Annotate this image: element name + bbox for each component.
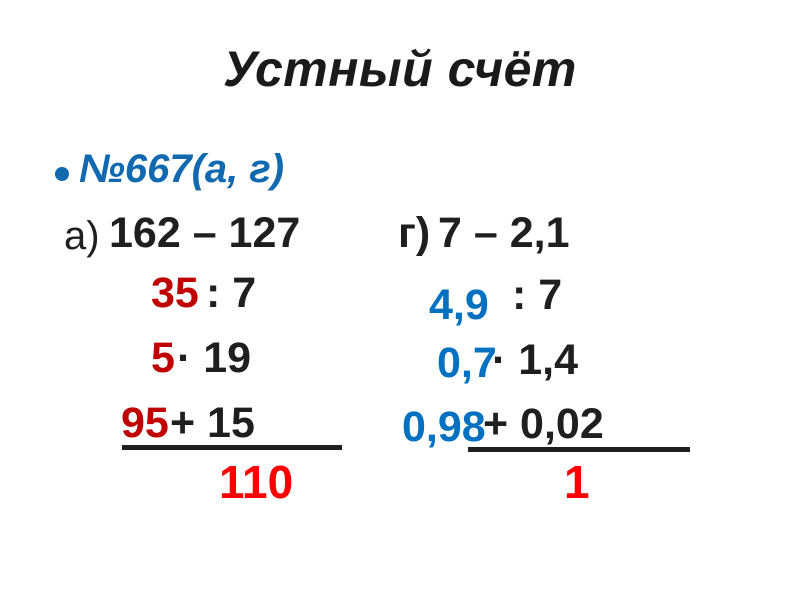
problem-a-step1-answer: 35 bbox=[151, 269, 199, 317]
problem-g-step1-answer: 4,9 bbox=[429, 281, 489, 329]
problem-g-step3-operation: + 0,02 bbox=[483, 400, 604, 448]
problem-g-step2-operation: · 1,4 bbox=[492, 336, 579, 384]
problem-a-step3-answer: 95 bbox=[121, 399, 169, 447]
problem-a-expression: 162 – 127 bbox=[109, 209, 301, 257]
problem-g-step3-answer: 0,98 bbox=[402, 403, 486, 451]
problem-a-step2-answer: 5 bbox=[151, 334, 175, 382]
problem-g-step2-answer: 0,7 bbox=[437, 339, 497, 387]
problem-g-sum-line bbox=[468, 447, 690, 452]
problem-g-expression: 7 – 2,1 bbox=[438, 209, 570, 257]
exercise-number-line: №667(а, г) bbox=[55, 146, 284, 192]
problem-a-step3-operation: + 15 bbox=[170, 399, 255, 447]
problem-a-label: а) bbox=[64, 214, 100, 258]
bullet-icon bbox=[55, 167, 69, 181]
exercise-number: №667(а, г) bbox=[79, 147, 285, 191]
problem-g-label: г) bbox=[398, 209, 431, 257]
problem-a-step1-operation: : 7 bbox=[206, 269, 257, 317]
slide-title: Устный счёт bbox=[223, 41, 577, 97]
problem-a-step2-operation: · 19 bbox=[177, 334, 252, 382]
problem-g-step1-operation: : 7 bbox=[512, 271, 563, 319]
problem-a-sum-line bbox=[122, 445, 342, 450]
problem-g-result: 1 bbox=[564, 456, 590, 508]
problem-a-result: 110 bbox=[219, 456, 294, 508]
